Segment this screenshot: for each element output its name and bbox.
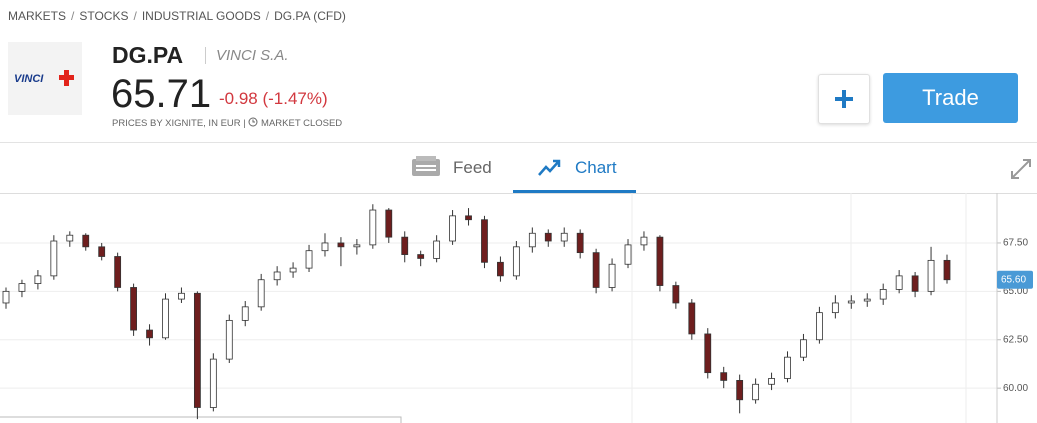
breadcrumb: DG.PA (CFD)	[274, 9, 346, 23]
last-price-box	[997, 270, 1033, 289]
candle-body	[736, 380, 744, 401]
candle-body	[512, 246, 520, 277]
candle-body	[98, 246, 106, 257]
candle-body	[130, 287, 137, 331]
price-source: PRICES BY XIGNITE, IN EUR | MARKET CLOSE…	[112, 117, 342, 129]
y-tick-label: 60.00	[1003, 383, 1028, 394]
candle-body	[241, 306, 249, 321]
candle-body	[592, 252, 600, 288]
candle-body	[704, 333, 712, 374]
candle-body	[608, 263, 616, 288]
breadcrumbs: MARKETS / STOCKS / INDUSTRIAL GOODS / DG.PA (C…	[8, 9, 346, 23]
candle-body	[752, 383, 760, 401]
expand-icon[interactable]	[1009, 157, 1033, 181]
candle-body	[879, 289, 887, 300]
candle-body	[289, 267, 297, 273]
candle-body	[257, 279, 265, 308]
candle-body	[273, 271, 281, 281]
candle-body	[847, 300, 855, 304]
candle-body	[162, 298, 169, 339]
candle-body	[401, 236, 409, 255]
candle-body	[560, 232, 568, 242]
source: PRICES BY XIGNITE, IN EUR |	[112, 118, 246, 129]
candle-body	[481, 219, 488, 263]
candle-body	[911, 275, 919, 292]
tab-bar: Feed Chart	[0, 142, 1037, 194]
add-button[interactable]	[818, 74, 870, 124]
candle-body	[576, 232, 584, 254]
y-tick-label: 67.50	[1003, 238, 1028, 249]
logo-art: VINCI	[14, 70, 74, 86]
breadcrumb[interactable]: MARKETS	[8, 9, 67, 23]
market-status: MARKET CLOSED	[261, 118, 343, 129]
candle-body	[816, 312, 823, 341]
tab[interactable]: Chart	[575, 158, 617, 177]
candle-body	[385, 209, 393, 238]
candle-body	[337, 242, 345, 248]
feed-icon	[412, 156, 440, 176]
logo: VINCI	[8, 42, 82, 115]
last-price-label: 65.60	[1001, 274, 1026, 285]
candle-body	[66, 234, 74, 242]
candle-body	[417, 254, 425, 259]
candle-body	[353, 244, 361, 248]
logo-text: VINCI	[14, 73, 44, 85]
chart: 67.50 65.00 62.50 60.00 65.60	[0, 193, 1033, 423]
price-change: -0.98 (-1.47%)	[219, 89, 328, 108]
candle-body	[895, 275, 903, 290]
breadcrumb[interactable]: STOCKS	[79, 9, 129, 23]
candle-body	[193, 292, 201, 408]
candle-body	[433, 240, 441, 259]
y-tick-label: 65.00	[1003, 286, 1028, 297]
tab-underline	[513, 190, 636, 193]
candle-body	[863, 298, 871, 302]
candle-body	[449, 215, 456, 242]
price: 65.71	[111, 72, 212, 116]
chart-icon	[538, 159, 561, 176]
tooltip-frame	[0, 416, 402, 423]
candle-body	[640, 236, 648, 246]
candle-body	[544, 232, 552, 242]
candle-body	[800, 339, 807, 358]
candle-body	[831, 302, 839, 314]
clock-icon	[248, 117, 258, 127]
candle-body	[465, 215, 472, 221]
trade-button[interactable]: Trade	[883, 73, 1018, 123]
candle-body	[225, 319, 233, 360]
candle-body	[528, 232, 536, 248]
candle-body	[927, 259, 935, 292]
candle-body	[672, 285, 680, 304]
candle-body	[209, 358, 217, 408]
candle-body	[178, 292, 185, 300]
candle-body	[943, 259, 951, 281]
candle-body	[18, 283, 26, 292]
y-tick-label: 62.50	[1003, 334, 1028, 345]
candle-body	[624, 244, 632, 265]
candle-body	[656, 236, 664, 286]
candle-body	[369, 209, 377, 246]
candle-body	[82, 234, 90, 248]
candle-body	[114, 256, 122, 288]
candle-body	[720, 372, 728, 381]
candle-body	[784, 356, 791, 379]
candle-body	[305, 250, 313, 269]
candle-body	[688, 302, 696, 335]
candle-body	[146, 329, 153, 339]
candle-body	[321, 242, 329, 252]
tab[interactable]: Feed	[453, 158, 492, 177]
breadcrumb[interactable]: INDUSTRIAL GOODS	[141, 9, 261, 23]
candle-body	[497, 261, 504, 277]
candle-body	[50, 240, 58, 277]
symbol: DG.PA	[112, 42, 184, 68]
candle-body	[2, 290, 10, 304]
candle-body	[34, 275, 42, 285]
instrument-name: VINCI S.A.	[205, 47, 289, 64]
candle-body	[768, 378, 775, 385]
